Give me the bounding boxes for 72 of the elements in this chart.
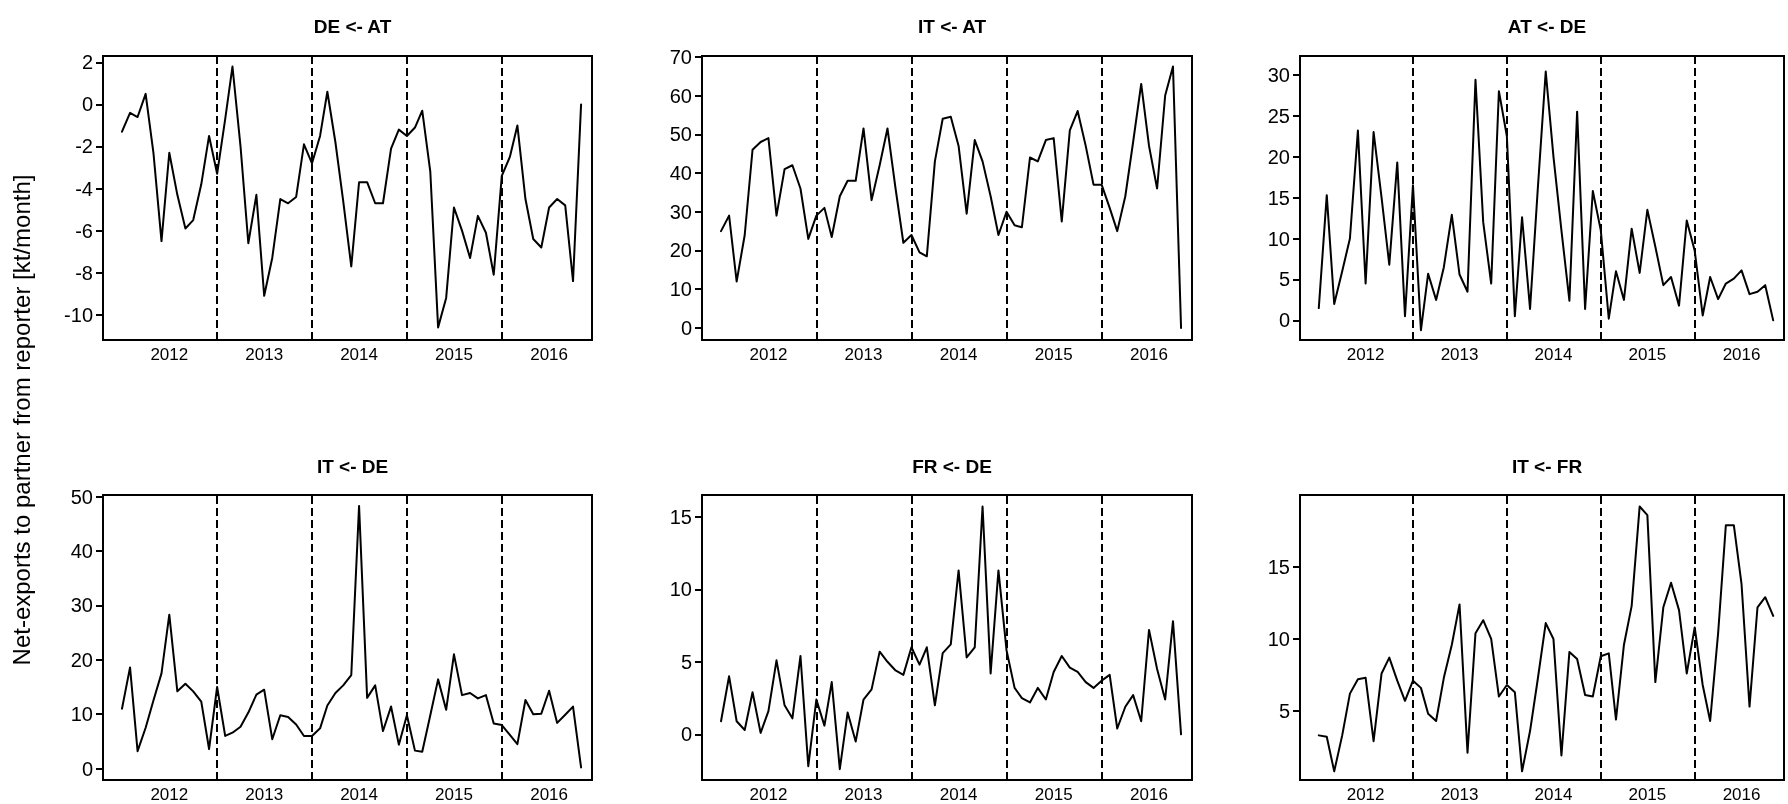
y-tick-label: 10 (669, 578, 692, 601)
y-tick-label: 20 (669, 239, 692, 262)
y-tick-label: 15 (669, 505, 692, 528)
x-tick-label: 2015 (1628, 345, 1667, 364)
y-tick-label: 5 (1278, 699, 1290, 722)
x-tick-label: 2015 (435, 785, 473, 804)
x-tick-label: 2012 (1346, 785, 1385, 804)
y-tick-label: 30 (1267, 63, 1290, 86)
y-tick-label: 30 (70, 594, 93, 617)
y-tick-label: -6 (75, 219, 93, 242)
x-tick-label: 2012 (749, 785, 788, 804)
x-tick-label: 2013 (245, 345, 284, 364)
y-tick-label: 50 (669, 123, 692, 146)
y-tick-label: -2 (75, 135, 93, 158)
y-tick-label: 70 (669, 45, 692, 68)
y-tick-label: 0 (680, 316, 692, 339)
y-tick-label: 15 (1267, 555, 1290, 578)
y-tick-label: 10 (669, 278, 692, 301)
x-tick-label: 2013 (1440, 345, 1479, 364)
y-tick-label: 30 (669, 200, 692, 223)
y-tick-label: 5 (1278, 268, 1290, 291)
y-tick-label: 40 (669, 162, 692, 185)
x-tick-label: 2012 (150, 785, 189, 804)
x-tick-label: 2013 (1440, 785, 1479, 804)
chart-title: IT <- AT (917, 16, 987, 37)
y-tick-label: 50 (70, 485, 93, 508)
chart-title: IT <- DE (316, 456, 389, 477)
y-tick-label: 10 (1267, 227, 1290, 250)
x-tick-label: 2012 (1346, 345, 1385, 364)
x-tick-label: 2013 (844, 785, 883, 804)
x-tick-label: 2015 (1628, 785, 1667, 804)
x-tick-label: 2013 (245, 785, 284, 804)
y-tick-label: 40 (70, 540, 93, 563)
y-axis-title: Net-exports to partner from reporter [kt/month] (8, 174, 36, 666)
y-tick-label: 60 (669, 84, 692, 107)
x-tick-label: 2016 (530, 345, 569, 364)
chart-title: FR <- DE (912, 456, 992, 477)
chart-title: IT <- FR (1511, 456, 1583, 477)
x-tick-label: 2016 (1130, 785, 1168, 804)
x-tick-label: 2016 (1722, 345, 1761, 364)
x-tick-label: 2013 (844, 345, 883, 364)
x-tick-label: 2012 (749, 345, 788, 364)
y-tick-label: -10 (64, 303, 93, 326)
x-tick-label: 2012 (150, 345, 189, 364)
y-tick-label: 0 (680, 723, 692, 746)
y-tick-label: 0 (1278, 309, 1290, 332)
x-tick-label: 2016 (1130, 345, 1168, 364)
y-tick-label: 2 (81, 51, 93, 74)
x-tick-label: 2014 (340, 345, 378, 364)
y-tick-label: 5 (680, 650, 692, 673)
x-tick-label: 2014 (939, 345, 978, 364)
y-tick-label: 20 (1267, 145, 1290, 168)
y-tick-label: 25 (1267, 104, 1290, 127)
x-tick-label: 2014 (939, 785, 978, 804)
y-tick-label: 15 (1267, 186, 1290, 209)
x-tick-label: 2015 (1034, 785, 1073, 804)
x-tick-label: 2015 (1034, 345, 1073, 364)
x-tick-label: 2014 (340, 785, 378, 804)
y-tick-label: 0 (81, 757, 93, 780)
chart-title: AT <- DE (1507, 16, 1587, 37)
y-tick-label: 10 (1267, 627, 1290, 650)
x-tick-label: 2015 (435, 345, 473, 364)
y-tick-label: 10 (70, 703, 93, 726)
x-tick-label: 2014 (1534, 345, 1573, 364)
y-tick-label: 20 (70, 648, 93, 671)
y-tick-label: 0 (81, 93, 93, 116)
chart-title: DE <- AT (313, 16, 392, 37)
y-tick-label: -8 (75, 261, 93, 284)
x-tick-label: 2014 (1534, 785, 1573, 804)
x-tick-label: 2016 (1722, 785, 1761, 804)
y-tick-label: -4 (75, 177, 93, 200)
x-tick-label: 2016 (530, 785, 569, 804)
